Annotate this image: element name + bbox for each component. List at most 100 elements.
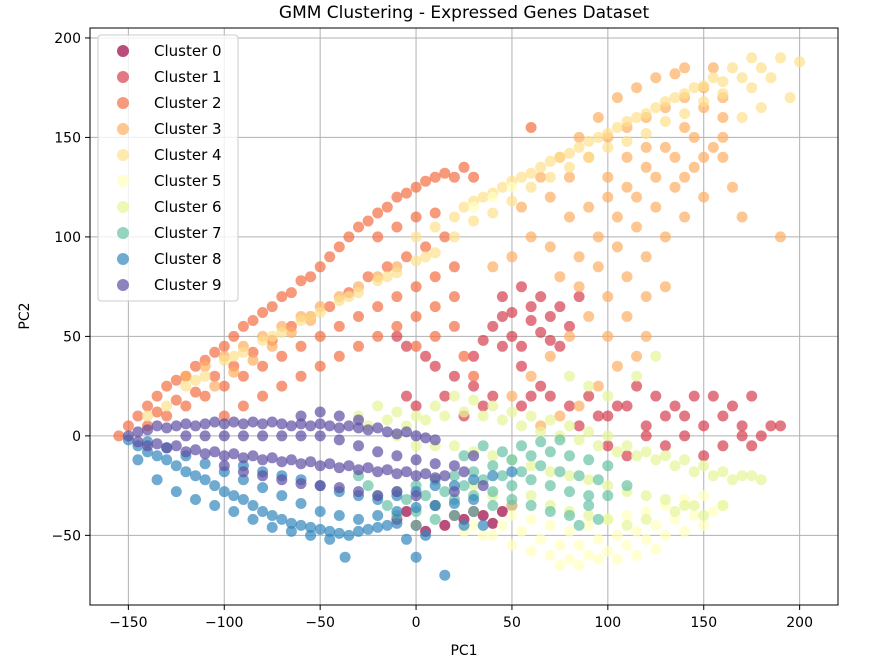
axis-ticks: −150 −100 −50 0 50 100 150 200 −50 0 50 100 150 200 bbox=[51, 31, 813, 631]
data-point bbox=[496, 311, 508, 322]
data-point bbox=[535, 171, 547, 183]
data-point bbox=[477, 510, 489, 521]
data-point bbox=[583, 549, 595, 561]
data-point bbox=[544, 334, 556, 346]
data-point bbox=[573, 281, 585, 293]
data-point bbox=[333, 482, 345, 494]
data-point bbox=[679, 454, 691, 466]
data-point bbox=[237, 474, 249, 486]
data-point bbox=[401, 251, 412, 263]
data-point bbox=[746, 82, 758, 94]
data-point bbox=[640, 161, 652, 173]
data-point bbox=[535, 380, 547, 392]
data-point bbox=[477, 529, 489, 541]
data-point bbox=[362, 215, 374, 227]
data-point bbox=[564, 553, 575, 565]
data-point bbox=[353, 340, 364, 352]
data-point bbox=[650, 171, 662, 183]
data-point bbox=[602, 513, 614, 525]
data-point bbox=[295, 458, 307, 470]
data-point bbox=[448, 390, 460, 402]
data-point bbox=[640, 128, 652, 139]
data-point bbox=[190, 374, 201, 386]
data-point bbox=[429, 207, 441, 219]
data-point bbox=[573, 291, 585, 303]
data-point bbox=[592, 553, 604, 565]
data-point bbox=[592, 440, 604, 452]
data-point bbox=[401, 390, 412, 402]
data-point bbox=[391, 267, 403, 279]
data-point bbox=[420, 175, 432, 187]
data-point bbox=[525, 545, 537, 557]
data-point bbox=[611, 553, 623, 565]
legend: Cluster 0 Cluster 1 Cluster 2 Cluster 3 Clus… bbox=[97, 34, 239, 302]
data-point bbox=[209, 380, 221, 392]
data-point bbox=[525, 513, 537, 525]
data-point bbox=[602, 480, 614, 492]
data-point bbox=[353, 414, 364, 426]
data-point bbox=[564, 470, 575, 482]
data-point bbox=[573, 420, 585, 432]
data-point bbox=[698, 151, 710, 163]
data-point bbox=[679, 430, 691, 442]
data-point bbox=[381, 426, 393, 438]
data-point bbox=[410, 490, 422, 502]
data-point bbox=[717, 466, 729, 478]
data-point bbox=[506, 195, 518, 207]
data-point bbox=[285, 517, 297, 529]
data-point bbox=[564, 400, 575, 412]
data-point bbox=[573, 539, 585, 551]
data-point bbox=[659, 440, 671, 452]
data-point bbox=[429, 472, 441, 484]
data-point bbox=[621, 135, 633, 147]
data-point bbox=[314, 506, 326, 517]
data-point bbox=[324, 533, 336, 545]
data-point bbox=[554, 434, 566, 446]
data-point bbox=[237, 466, 249, 478]
data-point bbox=[410, 181, 422, 193]
data-point bbox=[343, 420, 355, 432]
data-point bbox=[525, 370, 537, 382]
data-point bbox=[333, 320, 345, 332]
data-point bbox=[506, 480, 518, 492]
data-point bbox=[228, 366, 240, 378]
data-point bbox=[333, 350, 345, 362]
data-point bbox=[640, 490, 652, 502]
data-point bbox=[679, 211, 691, 223]
data-point bbox=[324, 251, 336, 263]
data-point bbox=[554, 271, 566, 283]
data-point bbox=[564, 450, 575, 462]
data-point bbox=[516, 281, 527, 293]
data-point bbox=[640, 533, 652, 545]
data-point bbox=[295, 519, 307, 531]
data-point bbox=[333, 434, 345, 446]
data-point bbox=[420, 241, 432, 253]
x-tick-label: −100 bbox=[205, 615, 243, 631]
data-point bbox=[381, 414, 393, 426]
data-point bbox=[640, 291, 652, 303]
data-point bbox=[602, 490, 614, 502]
data-point bbox=[707, 390, 719, 402]
data-point bbox=[736, 211, 748, 223]
data-point bbox=[439, 410, 451, 422]
data-point bbox=[410, 410, 422, 422]
data-point bbox=[257, 482, 269, 494]
data-point bbox=[736, 420, 748, 432]
data-point bbox=[698, 80, 710, 92]
data-point bbox=[439, 231, 451, 243]
data-point bbox=[631, 380, 643, 392]
data-point bbox=[669, 400, 681, 412]
legend-marker bbox=[117, 201, 129, 213]
data-point bbox=[142, 410, 153, 422]
data-point bbox=[199, 474, 211, 486]
data-point bbox=[659, 281, 671, 293]
data-point bbox=[506, 307, 518, 318]
legend-marker bbox=[117, 45, 129, 57]
data-point bbox=[640, 251, 652, 263]
data-point bbox=[516, 400, 527, 412]
data-point bbox=[525, 181, 537, 193]
data-point bbox=[420, 251, 432, 263]
data-point bbox=[487, 191, 499, 203]
data-point bbox=[717, 151, 729, 163]
